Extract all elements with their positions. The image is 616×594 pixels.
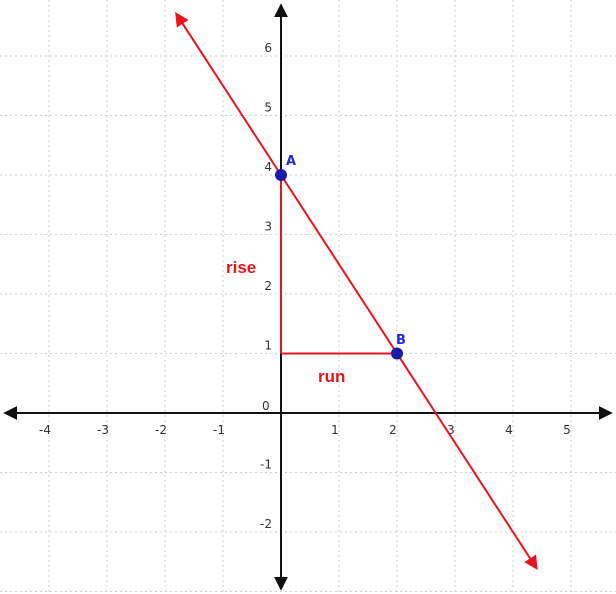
x-tick-label: -2 xyxy=(155,423,167,437)
x-tick-label: 4 xyxy=(505,423,513,437)
origin-label: 0 xyxy=(262,399,270,413)
x-tick-label: 5 xyxy=(563,423,571,437)
y-tick-label: -1 xyxy=(260,458,272,472)
rise-label: rise xyxy=(226,258,256,277)
x-tick-labels: -4 -3 -2 -1 1 2 3 4 5 xyxy=(39,423,571,437)
point-a xyxy=(275,169,287,181)
y-tick-labels: -2 -1 1 2 3 4 5 6 xyxy=(260,41,272,531)
y-tick-label: 3 xyxy=(264,220,272,234)
y-tick-label: 2 xyxy=(264,279,272,293)
x-tick-label: 1 xyxy=(331,423,339,437)
y-tick-label: 1 xyxy=(264,339,272,353)
series-line xyxy=(175,12,538,571)
x-tick-label: -1 xyxy=(213,423,225,437)
y-tick-label: 6 xyxy=(264,41,272,55)
x-tick-label: 2 xyxy=(389,423,397,437)
run-label: run xyxy=(318,367,345,386)
x-tick-label: -3 xyxy=(97,423,109,437)
y-tick-label: 5 xyxy=(264,101,272,115)
y-tick-label: -2 xyxy=(260,517,272,531)
point-a-label: A xyxy=(286,154,296,169)
point-b xyxy=(391,347,403,360)
point-b-label: B xyxy=(396,333,406,348)
y-tick-label: 4 xyxy=(264,160,272,174)
x-tick-label: -4 xyxy=(39,423,51,437)
